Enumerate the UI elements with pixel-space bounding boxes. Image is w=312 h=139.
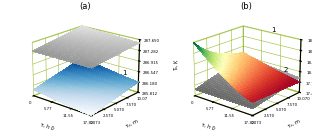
- Text: 1: 1: [122, 70, 127, 76]
- Title: (a): (a): [79, 2, 90, 11]
- X-axis label: τ, h 0: τ, h 0: [201, 122, 216, 131]
- Title: (b): (b): [240, 2, 252, 11]
- Text: 1: 1: [272, 27, 276, 33]
- Text: 2: 2: [122, 39, 126, 45]
- Y-axis label: τₑ, m: τₑ, m: [287, 118, 300, 129]
- X-axis label: τ, h 0: τ, h 0: [40, 122, 55, 131]
- Y-axis label: τₑ, m: τₑ, m: [125, 118, 139, 129]
- Text: 2: 2: [283, 67, 288, 73]
